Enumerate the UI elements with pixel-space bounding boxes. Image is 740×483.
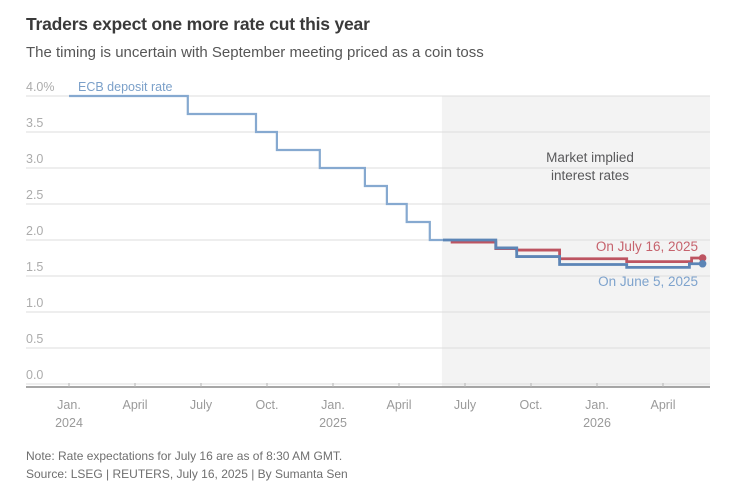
x-axis-year-label: 2024: [55, 416, 83, 430]
chart-source: Source: LSEG | REUTERS, July 16, 2025 | …: [26, 467, 348, 481]
y-axis-tick-label: 3.0: [26, 152, 43, 166]
chart-note: Note: Rate expectations for July 16 are …: [26, 449, 343, 463]
x-axis-tick-label: April: [386, 398, 411, 412]
x-axis-tick-label: Oct.: [256, 398, 279, 412]
x-axis-year-label: 2025: [319, 416, 347, 430]
x-axis-tick-label: July: [454, 398, 477, 412]
x-axis-tick-label: July: [190, 398, 213, 412]
x-axis-tick-label: Oct.: [520, 398, 543, 412]
series-end-dot: [698, 254, 707, 262]
x-axis-tick-label: Jan.: [321, 398, 345, 412]
series-label-june5: On June 5, 2025: [598, 274, 698, 289]
region-label-line1: Market implied: [546, 150, 634, 165]
chart-title: Traders expect one more rate cut this ye…: [26, 14, 370, 34]
series-label-july16: On July 16, 2025: [596, 239, 698, 254]
rate-chart: 4.0% 3.5 3.0 2.5 2.0 1.5 1.0 0.5 0.0 Jan. 2024 Apri…: [26, 80, 710, 430]
region-label-line2: interest rates: [551, 168, 629, 183]
y-axis-tick-label: 4.0%: [26, 80, 55, 94]
y-axis-tick-label: 2.5: [26, 188, 43, 202]
y-axis-tick-label: 1.0: [26, 296, 43, 310]
y-axis-tick-label: 3.5: [26, 116, 43, 130]
y-axis-tick-label: 1.5: [26, 260, 43, 274]
series-line: [69, 94, 452, 242]
series-line: [443, 238, 703, 269]
x-axis-tick-label: Jan.: [585, 398, 609, 412]
y-axis-tick-label: 2.0: [26, 224, 43, 238]
y-axis-tick-label: 0.0: [26, 368, 43, 382]
chart-subtitle: The timing is uncertain with September m…: [26, 44, 484, 61]
x-axis-tick-label: April: [122, 398, 147, 412]
x-axis-year-label: 2026: [583, 416, 611, 430]
series-end-dot: [698, 259, 707, 268]
x-axis-tick-label: April: [650, 398, 675, 412]
x-axis-tick-label: Jan.: [57, 398, 81, 412]
chart-annotations: ECB deposit rate Market implied interest…: [78, 80, 698, 289]
y-axis-tick-label: 0.5: [26, 332, 43, 346]
ecb-line-label: ECB deposit rate: [78, 80, 173, 94]
